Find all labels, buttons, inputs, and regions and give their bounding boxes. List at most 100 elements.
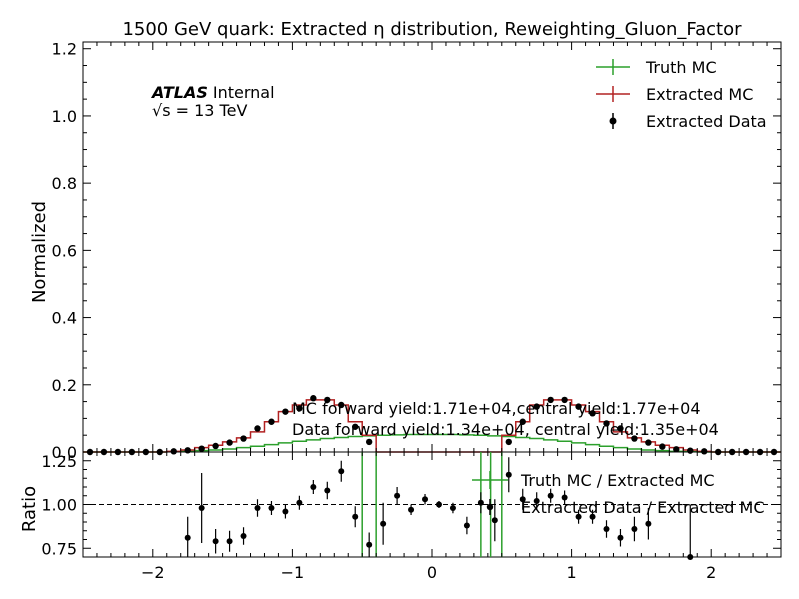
ratio-point	[226, 538, 233, 545]
data-point	[631, 435, 638, 442]
ratio-point	[435, 501, 442, 508]
ratio-point	[617, 534, 624, 541]
ratio-point	[463, 522, 470, 529]
ratio-point	[366, 541, 373, 548]
main-panel: 0.0 0.2 0.4 0.6 0.8 1.0 1.2 Normalized ATLAS In…	[29, 40, 782, 462]
x-tick-label: −1	[281, 563, 305, 582]
x-tick-label: 0	[427, 563, 437, 582]
data-point	[575, 403, 582, 410]
data-point	[338, 401, 345, 409]
data-point	[701, 448, 708, 455]
ratio-legend: Truth MC / Extracted MC Extracted Data / …	[472, 471, 765, 517]
ratio-point	[394, 492, 401, 499]
data-point	[687, 447, 694, 454]
main-y-tick-label: 0.6	[52, 241, 77, 260]
main-y-tick-label: 0.2	[52, 376, 77, 395]
ratio-point	[338, 468, 345, 475]
energy-label: √s = 13 TeV	[152, 101, 247, 120]
ratio-point	[240, 533, 247, 539]
main-legend: Truth MC Extracted MC Extracted Data	[596, 58, 767, 131]
main-y-tick-label: 1.0	[52, 107, 77, 126]
ratio-point	[547, 492, 554, 499]
data-point	[324, 396, 331, 404]
legend-item: Truth MC	[596, 58, 717, 77]
main-y-tick-label: 0.8	[52, 174, 77, 193]
ratio-point	[687, 554, 694, 560]
data-point	[519, 418, 526, 425]
ratio-point	[184, 534, 191, 541]
data-point	[226, 439, 233, 446]
data-point	[254, 425, 261, 432]
ratio-point	[505, 471, 512, 478]
mc-yield-annotation: MC forward yield:1.71e+04,central yield:…	[292, 399, 701, 418]
ratio-point	[603, 526, 610, 532]
ratio-point	[408, 506, 415, 513]
ratio-point	[491, 517, 498, 524]
ratio-point	[324, 487, 331, 494]
atlas-text: ATLAS Internal	[150, 83, 275, 102]
atlas-label: ATLAS Internal √s = 13 TeV	[150, 83, 275, 120]
ratio-point	[212, 538, 219, 545]
main-y-axis-label: Normalized	[29, 201, 50, 303]
ratio-y-tick-label: 1.25	[41, 452, 77, 471]
ratio-legend-marker	[486, 503, 494, 511]
ratio-point	[254, 505, 261, 511]
ratio-point	[380, 520, 387, 527]
data-point	[589, 410, 596, 417]
data-point	[561, 396, 568, 404]
ratio-point	[198, 505, 205, 511]
legend-item: Extracted Data	[609, 112, 767, 131]
data-point	[547, 396, 554, 404]
ratio-point	[631, 526, 638, 532]
legend-label: Truth MC	[645, 58, 717, 77]
data-point	[282, 408, 289, 415]
ratio-series	[83, 452, 781, 560]
data-point	[659, 443, 666, 450]
data-point	[505, 438, 512, 446]
data-point	[603, 420, 610, 427]
ratio-point	[645, 520, 652, 527]
ratio-point	[352, 513, 359, 520]
data-point	[310, 395, 317, 402]
x-tick-label: 1	[567, 563, 577, 582]
data-point	[170, 448, 177, 455]
legend-label: Extracted Data	[646, 112, 767, 131]
ratio-point	[449, 505, 456, 511]
ratio-point	[477, 499, 484, 506]
ratio-point	[310, 484, 317, 490]
series-data-over-extracted	[184, 457, 694, 560]
ratio-y-tick-label: 1.00	[41, 496, 77, 515]
atlas-suffix: Internal	[213, 83, 275, 102]
ratio-legend-item: Extracted Data / Extracted MC	[486, 498, 765, 517]
data-point	[240, 435, 247, 442]
ratio-legend-item: Truth MC / Extracted MC	[472, 471, 715, 490]
x-axis: −2 −1 0 1 2	[82, 42, 782, 582]
data-point	[352, 423, 359, 430]
data-point	[268, 418, 275, 425]
ratio-point	[268, 505, 275, 511]
ratio-point	[561, 494, 568, 501]
data-point	[198, 445, 205, 452]
ratio-point	[422, 496, 429, 503]
ratio-point	[519, 496, 526, 503]
data-point	[296, 405, 303, 412]
main-axes: 0.0 0.2 0.4 0.6 0.8 1.0 1.2	[52, 40, 781, 462]
ratio-point	[589, 513, 596, 520]
data-yield-annotation: Data forward yield:1.34e+04, central yie…	[292, 420, 719, 439]
ratio-y-axis-label: Ratio	[19, 486, 40, 532]
x-tick-label: −2	[141, 563, 165, 582]
ratio-point	[533, 498, 540, 504]
legend-item: Extracted MC	[596, 85, 753, 104]
data-point	[533, 403, 540, 410]
data-point	[673, 446, 680, 453]
data-point	[365, 438, 373, 446]
ratio-legend-label: Extracted Data / Extracted MC	[521, 498, 765, 517]
data-point	[212, 442, 219, 450]
x-tick-label: 2	[706, 563, 716, 582]
main-y-tick-label: 0.4	[52, 309, 77, 328]
atlas-bold: ATLAS	[150, 83, 208, 102]
ratio-point	[282, 508, 289, 515]
data-point	[617, 425, 624, 432]
main-y-tick-label: 0.0	[52, 443, 77, 462]
